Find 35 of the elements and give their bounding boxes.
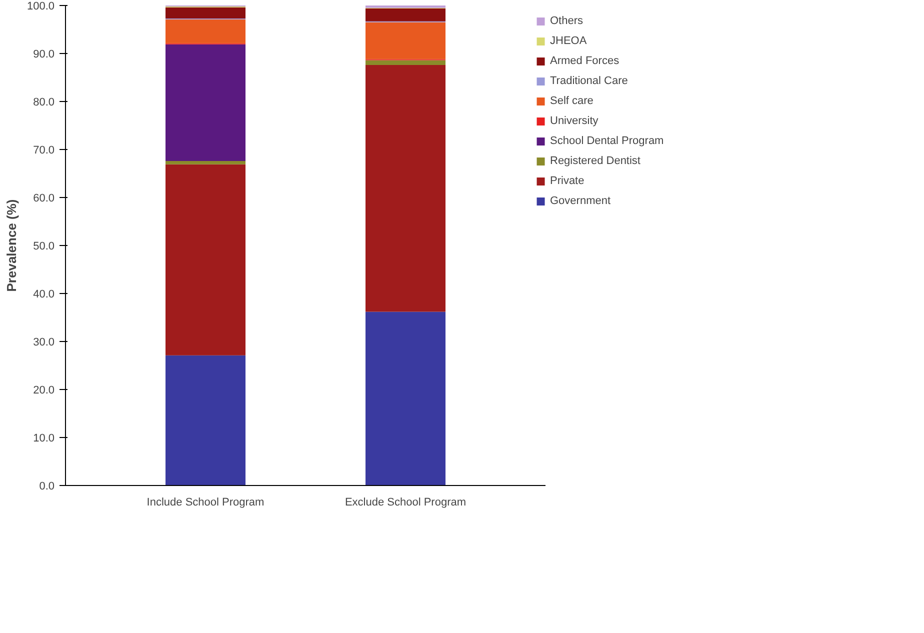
legend-label: University xyxy=(550,115,598,127)
bar xyxy=(166,44,246,162)
y-tick-label: 70.0 xyxy=(33,144,55,156)
legend-label: Traditional Care xyxy=(550,75,628,87)
y-tick-label: 100.0 xyxy=(26,0,55,12)
bar xyxy=(366,60,446,66)
x-tick-label: Include School Program xyxy=(146,496,264,508)
bar xyxy=(366,312,446,486)
y-axis-title: Prevalence (%) xyxy=(4,199,19,292)
legend-label: Registered Dentist xyxy=(550,155,640,167)
y-tick-label: 40.0 xyxy=(33,288,55,300)
y-tick-label: 90.0 xyxy=(33,48,55,60)
y-tick-label: 50.0 xyxy=(33,240,55,252)
y-tick-label: 60.0 xyxy=(33,192,55,204)
legend-label: Others xyxy=(550,15,584,27)
bar xyxy=(166,161,246,164)
legend-label: Self care xyxy=(550,95,594,107)
legend-label: Armed Forces xyxy=(550,55,620,67)
legend-label: School Dental Program xyxy=(550,135,664,147)
legend-label: Private xyxy=(550,175,584,187)
bar xyxy=(166,355,246,486)
bar xyxy=(366,22,446,60)
y-tick-label: 20.0 xyxy=(33,384,55,396)
y-tick-label: 10.0 xyxy=(33,432,55,444)
y-tick-label: 30.0 xyxy=(33,336,55,348)
bar xyxy=(166,164,246,356)
bar xyxy=(366,65,446,312)
legend-label: JHEOA xyxy=(550,35,587,47)
x-tick-label: Exclude School Program xyxy=(344,496,466,508)
bar xyxy=(366,8,446,22)
y-tick-label: 0.0 xyxy=(39,480,55,492)
y-tick-label: 80.0 xyxy=(33,96,55,108)
bar xyxy=(166,7,246,18)
bar xyxy=(166,19,246,44)
legend-label: Government xyxy=(550,195,611,207)
